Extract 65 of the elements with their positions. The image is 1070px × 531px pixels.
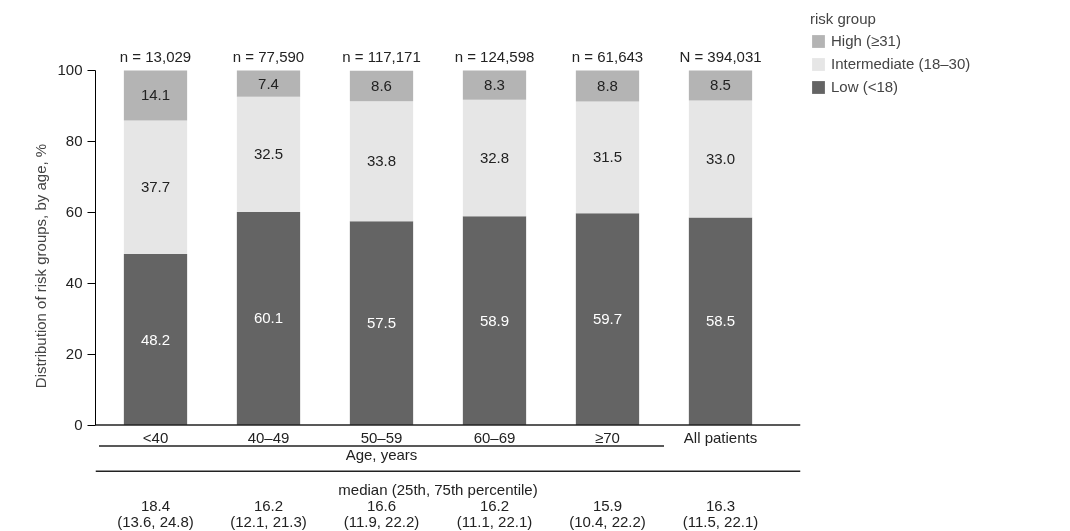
bar (575, 101, 640, 214)
data-label: 58.9 (479, 311, 510, 329)
bar (462, 99, 527, 217)
bar (123, 254, 188, 426)
legend-label: High (≥31) (831, 32, 901, 49)
y-tick-label: 60 (65, 203, 83, 221)
data-label: 8.5 (710, 76, 731, 94)
bar (123, 70, 188, 121)
bar (462, 216, 527, 426)
x-axis-title: Age, years (345, 445, 418, 463)
bar (575, 70, 640, 102)
legend-label: Intermediate (18–30) (831, 55, 971, 72)
bar (236, 211, 301, 426)
x-tick-label: 60–69 (473, 428, 516, 446)
text: median (25th, 75th percentile) (338, 481, 538, 499)
bar (236, 96, 301, 212)
legend-title: risk group (810, 10, 877, 27)
x-tick-label: 40–49 (247, 428, 290, 446)
data-label: 8.8 (597, 76, 618, 94)
bar (462, 70, 527, 100)
bar (688, 100, 753, 218)
x-tick-label: 50–59 (360, 428, 403, 446)
y-tick-label: 20 (65, 345, 83, 363)
annotation: n = 77,590 (232, 48, 305, 66)
y-tick-label: 40 (65, 274, 83, 292)
bar (123, 120, 188, 255)
data-label: 33.0 (705, 150, 736, 168)
data-label: 8.6 (371, 76, 392, 94)
data-label: 59.7 (592, 310, 623, 328)
x-tick-label: <40 (142, 428, 169, 446)
data-label: 58.5 (705, 312, 736, 330)
data-label: 32.8 (479, 148, 510, 166)
annotation: n = 13,029 (119, 48, 192, 66)
x-tick-label: All patients (683, 428, 758, 446)
bar (575, 213, 640, 426)
annotation: N = 394,031 (679, 48, 762, 66)
text: 15.9 (10.4, 22.2) (569, 496, 646, 531)
x-tick-label: ≥70 (595, 428, 620, 446)
data-label: 7.4 (258, 74, 279, 92)
bar (688, 70, 753, 101)
data-label: 48.2 (140, 330, 171, 348)
data-label: 57.5 (366, 314, 397, 332)
legend-label: Low (<18) (831, 78, 899, 95)
annotation: n = 117,171 (342, 48, 421, 66)
bar (349, 70, 414, 102)
data-label: 8.3 (484, 76, 505, 94)
text: 16.3 (11.5, 22.1) (682, 496, 759, 531)
data-label: 31.5 (592, 148, 623, 166)
data-label: 37.7 (140, 178, 171, 196)
y-tick-label: 0 (74, 416, 83, 434)
data-label: 33.8 (366, 152, 397, 170)
bar (349, 221, 414, 426)
annotation: n = 124,598 (454, 48, 535, 66)
y-tick-label: 100 (57, 61, 83, 79)
data-label: 14.1 (140, 86, 171, 104)
bar (236, 70, 301, 97)
text: 18.4 (13.6, 24.8) (117, 496, 194, 531)
bar (688, 217, 753, 426)
bar (349, 101, 414, 222)
y-axis-title: Distribution of risk groups, by age, % (32, 143, 50, 389)
text: 16.2 (12.1, 21.3) (230, 496, 307, 531)
y-tick-label: 80 (65, 132, 83, 150)
data-label: 32.5 (253, 145, 284, 163)
data-label: 60.1 (253, 309, 284, 327)
annotation: n = 61,643 (571, 48, 644, 66)
